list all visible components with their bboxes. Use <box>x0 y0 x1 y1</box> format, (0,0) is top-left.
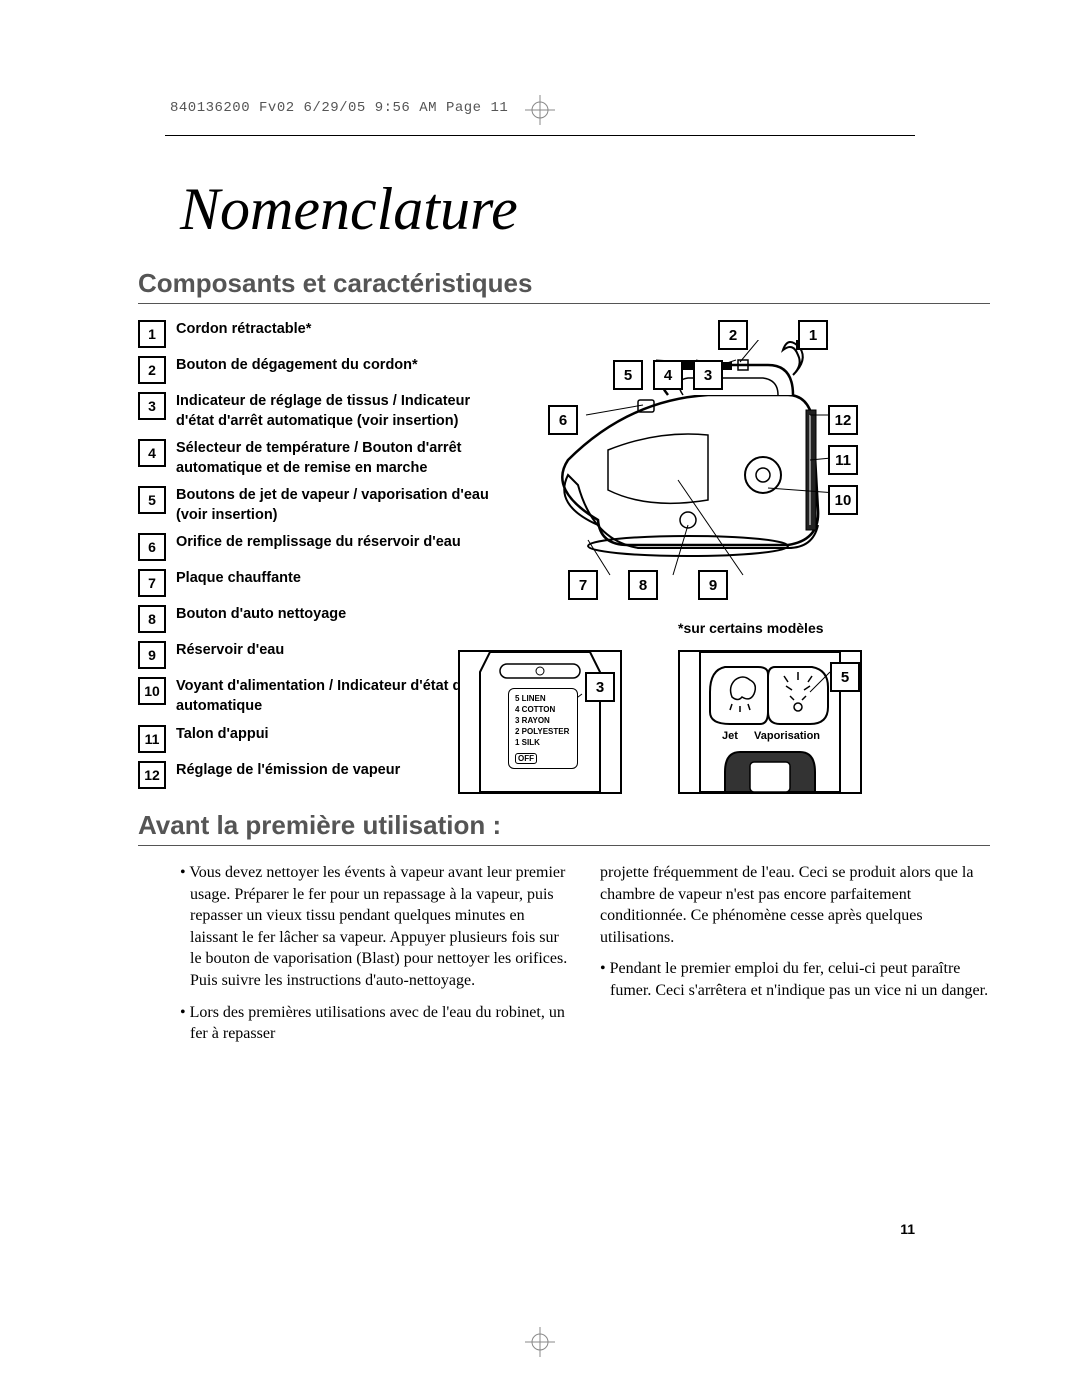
list-item: 5 Boutons de jet de vapeur / vaporisation… <box>138 486 498 525</box>
models-note: *sur certains modèles <box>678 620 824 636</box>
callout-box: 8 <box>628 570 658 600</box>
fabric-setting: 5 LINEN <box>515 693 571 704</box>
inset-steam-buttons: Jet Vaporisation 5 <box>678 650 862 794</box>
manual-page: 840136200 Fv02 6/29/05 9:56 AM Page 11 N… <box>0 0 1080 1397</box>
fabric-setting: 3 RAYON <box>515 715 571 726</box>
number-box: 3 <box>138 392 166 420</box>
parts-list: 1 Cordon rétractable* 2 Bouton de dégageme… <box>138 320 498 800</box>
callout-box: 12 <box>828 405 858 435</box>
number-box: 4 <box>138 439 166 467</box>
page-title: Nomenclature <box>180 175 990 244</box>
list-item: 3 Indicateur de réglage de tissus / Indic… <box>138 392 498 431</box>
callout-box: 9 <box>698 570 728 600</box>
fabric-setting: 2 POLYESTER <box>515 726 571 737</box>
number-box: 10 <box>138 677 166 705</box>
callout-box: 11 <box>828 445 858 475</box>
list-item: 1 Cordon rétractable* <box>138 320 498 348</box>
number-box: 6 <box>138 533 166 561</box>
iron-diagram-icon <box>538 340 838 580</box>
list-item: 2 Bouton de dégagement du cordon* <box>138 356 498 384</box>
body-columns: • Vous devez nettoyer les évents à vapeu… <box>180 862 990 1055</box>
list-item: 7 Plaque chauffante <box>138 569 498 597</box>
callout-box: 5 <box>830 662 860 692</box>
components-area: 1 Cordon rétractable* 2 Bouton de dégageme… <box>138 320 990 800</box>
inset-fabric-selector: 5 LINEN 4 COTTON 3 RAYON 2 POLYESTER 1 S… <box>458 650 622 794</box>
list-item: 8 Bouton d'auto nettoyage <box>138 605 498 633</box>
body-col-right: projette fréquemment de l'eau. Ceci se p… <box>600 862 990 1055</box>
part-label: Indicateur de réglage de tissus / Indica… <box>176 392 498 431</box>
part-label: Sélecteur de température / Bouton d'arrê… <box>176 439 498 478</box>
callout-box: 7 <box>568 570 598 600</box>
jet-label: Jet <box>722 730 738 742</box>
part-label: Plaque chauffante <box>176 569 301 589</box>
callout-box: 5 <box>613 360 643 390</box>
top-rule <box>165 135 915 136</box>
callout-box: 6 <box>548 405 578 435</box>
callout-box: 10 <box>828 485 858 515</box>
callout-box: 3 <box>585 672 615 702</box>
callout-box: 4 <box>653 360 683 390</box>
body-col-left: • Vous devez nettoyer les évents à vapeu… <box>180 862 570 1055</box>
part-label: Voyant d'alimentation / Indicateur d'éta… <box>176 677 498 716</box>
diagram-area: 2 1 5 4 3 6 12 11 10 7 8 9 *sur certains… <box>498 320 990 800</box>
number-box: 1 <box>138 320 166 348</box>
number-box: 2 <box>138 356 166 384</box>
list-item: 4 Sélecteur de température / Bouton d'arr… <box>138 439 498 478</box>
part-label: Boutons de jet de vapeur / vaporisation … <box>176 486 498 525</box>
crop-mark-icon <box>525 1327 555 1357</box>
fabric-off: OFF <box>515 753 537 764</box>
part-label: Cordon rétractable* <box>176 320 311 340</box>
number-box: 11 <box>138 725 166 753</box>
part-label: Orifice de remplissage du réservoir d'ea… <box>176 533 461 553</box>
number-box: 9 <box>138 641 166 669</box>
section-heading-firstuse: Avant la première utilisation : <box>138 810 990 846</box>
list-item: 6 Orifice de remplissage du réservoir d'e… <box>138 533 498 561</box>
number-box: 7 <box>138 569 166 597</box>
body-paragraph: • Pendant le premier emploi du fer, celu… <box>600 958 990 1001</box>
vapo-label: Vaporisation <box>754 730 820 742</box>
part-label: Réservoir d'eau <box>176 641 284 661</box>
section-heading-components: Composants et caractéristiques <box>138 268 990 304</box>
list-item: 10 Voyant d'alimentation / Indicateur d'é… <box>138 677 498 716</box>
body-paragraph: • Lors des premières utilisations avec d… <box>180 1002 570 1045</box>
list-item: 9 Réservoir d'eau <box>138 641 498 669</box>
print-slug: 840136200 Fv02 6/29/05 9:56 AM Page 11 <box>170 100 508 116</box>
part-label: Talon d'appui <box>176 725 269 745</box>
fabric-settings-list: 5 LINEN 4 COTTON 3 RAYON 2 POLYESTER 1 S… <box>508 688 578 769</box>
callout-box: 3 <box>693 360 723 390</box>
callout-box: 1 <box>798 320 828 350</box>
number-box: 8 <box>138 605 166 633</box>
part-label: Réglage de l'émission de vapeur <box>176 761 400 781</box>
part-label: Bouton de dégagement du cordon* <box>176 356 418 376</box>
number-box: 12 <box>138 761 166 789</box>
part-label: Bouton d'auto nettoyage <box>176 605 346 625</box>
callout-box: 2 <box>718 320 748 350</box>
list-item: 11 Talon d'appui <box>138 725 498 753</box>
body-paragraph: projette fréquemment de l'eau. Ceci se p… <box>600 862 990 948</box>
list-item: 12 Réglage de l'émission de vapeur <box>138 761 498 789</box>
fabric-setting: 4 COTTON <box>515 704 571 715</box>
crop-mark-icon <box>525 95 555 125</box>
body-paragraph: • Vous devez nettoyer les évents à vapeu… <box>180 862 570 992</box>
fabric-setting: 1 SILK <box>515 737 571 748</box>
page-number: 11 <box>900 1221 915 1237</box>
number-box: 5 <box>138 486 166 514</box>
